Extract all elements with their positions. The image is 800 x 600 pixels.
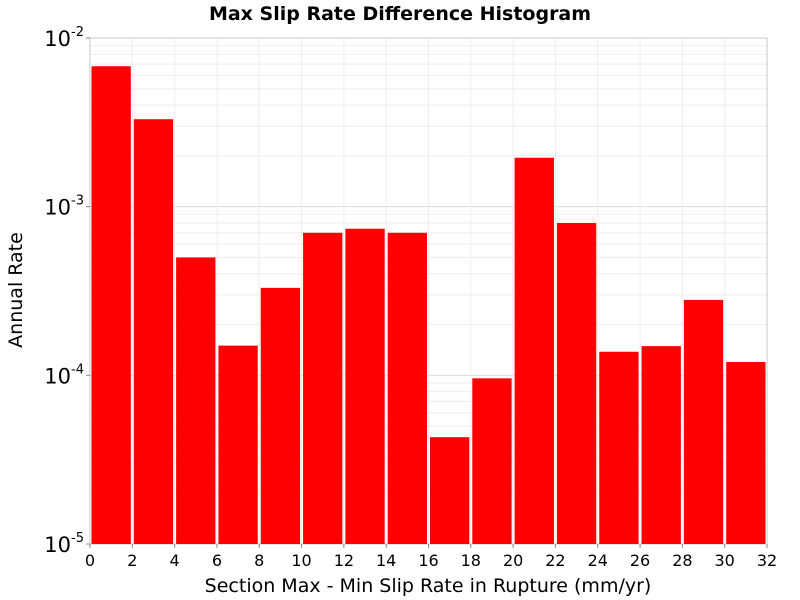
histogram-bar — [218, 345, 258, 544]
histogram-bar — [345, 228, 385, 545]
x-tick-label: 8 — [254, 551, 264, 570]
x-tick-label: 14 — [376, 551, 396, 570]
histogram-bar — [387, 232, 427, 544]
x-tick-label: 6 — [212, 551, 222, 570]
histogram-bar — [430, 437, 470, 544]
histogram-bar — [599, 351, 639, 544]
x-tick-label: 12 — [334, 551, 354, 570]
histogram-bar — [91, 66, 131, 545]
histogram-bar — [641, 346, 681, 544]
histogram-bar — [176, 257, 216, 544]
x-tick-label: 18 — [461, 551, 481, 570]
x-tick-label: 0 — [85, 551, 95, 570]
y-tick-label: 10-5 — [44, 531, 84, 557]
histogram-bar — [726, 361, 766, 544]
x-tick-label: 4 — [170, 551, 180, 570]
histogram-bar — [260, 287, 301, 544]
x-tick-label: 16 — [418, 551, 438, 570]
bars-group — [91, 66, 766, 545]
histogram-bar — [683, 299, 724, 544]
histogram-bar — [514, 157, 554, 544]
x-tick-label: 32 — [757, 551, 777, 570]
y-tick-label: 10-4 — [44, 362, 84, 388]
y-tick-label: 10-2 — [44, 25, 84, 51]
histogram-bar — [556, 223, 597, 545]
histogram-bar — [133, 119, 174, 545]
x-tick-label: 10 — [291, 551, 311, 570]
y-axis-ticks: 10-5 10-4 10-3 10-2 — [44, 25, 90, 557]
x-tick-label: 20 — [503, 551, 523, 570]
chart-title: Max Slip Rate Difference Histogram — [209, 3, 591, 25]
x-tick-label: 24 — [588, 551, 608, 570]
x-tick-label: 30 — [715, 551, 735, 570]
histogram-bar — [472, 378, 512, 544]
x-tick-label: 26 — [630, 551, 650, 570]
x-tick-label: 22 — [545, 551, 565, 570]
y-tick-label: 10-3 — [44, 194, 84, 220]
y-axis-label: Annual Rate — [5, 232, 27, 348]
histogram-bar — [303, 232, 343, 544]
x-tick-label: 28 — [672, 551, 692, 570]
x-tick-label: 2 — [127, 551, 137, 570]
x-axis-ticks: 0 2 4 6 8 10 12 14 16 18 20 22 24 26 28 30 32 — [85, 544, 777, 570]
x-axis-label: Section Max - Min Slip Rate in Rupture (… — [205, 575, 652, 597]
